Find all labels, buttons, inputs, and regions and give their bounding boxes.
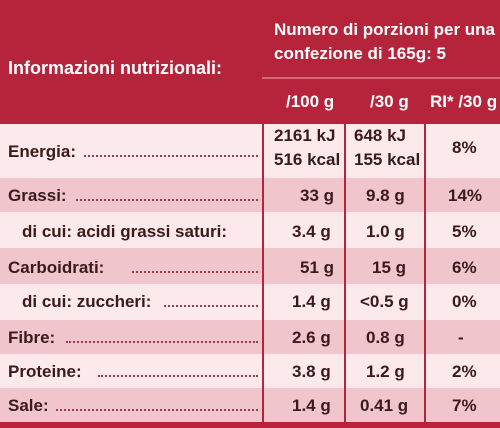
row-bg-sale (0, 388, 500, 422)
leader-dots (98, 375, 258, 377)
carboidrati-per100: 51 g (300, 258, 335, 277)
saturi-per30: 1.0 g (366, 222, 405, 241)
column-header-ri: RI* /30 g (430, 92, 498, 111)
zuccheri-per100: 1.4 g (292, 292, 331, 311)
fibre-ri: - (458, 328, 464, 347)
carboidrati-per30: 15 g (372, 258, 407, 277)
leader-dots (76, 199, 258, 201)
grassi-ri: 14% (448, 186, 483, 205)
grassi-per30: 9.8 g (366, 186, 405, 205)
row-label-sale: Sale: (8, 396, 49, 415)
fibre-per100: 2.6 g (292, 328, 331, 347)
leader-dots (164, 305, 258, 307)
energia-ri: 8% (452, 138, 477, 157)
row-label-zuccheri: di cui: zuccheri: (22, 292, 152, 311)
header-divider (262, 77, 500, 79)
zuccheri-per30: <0.5 g (360, 292, 409, 311)
fibre-per30: 0.8 g (366, 328, 405, 347)
energia-per100-kcal: 516 kcal (274, 150, 341, 169)
grassi-per100: 33 g (300, 186, 335, 205)
table-title: Informazioni nutrizionali: (8, 58, 222, 78)
column-separator-2 (344, 82, 346, 428)
energia-per30-kcal: 155 kcal (354, 150, 421, 169)
row-bg-carboidrati (0, 248, 500, 284)
row-label-grassi: Grassi: (8, 186, 67, 205)
leader-dots (56, 409, 258, 411)
saturi-per100: 3.4 g (292, 222, 331, 241)
sale-per30: 0.41 g (360, 396, 409, 415)
zuccheri-ri: 0% (452, 292, 477, 311)
carboidrati-ri: 6% (452, 258, 477, 277)
row-label-energia: Energia: (8, 142, 77, 161)
column-separator-3 (424, 82, 426, 428)
sale-ri: 7% (452, 396, 477, 415)
column-header-100g: /100 g (286, 92, 335, 111)
portions-line-2: confezione di 165g: 5 (274, 44, 446, 63)
column-header-30g: /30 g (370, 92, 409, 111)
row-bg-zuccheri (0, 284, 500, 320)
leader-dots (132, 271, 258, 273)
proteine-per30: 1.2 g (366, 362, 405, 381)
row-bg-saturi (0, 212, 500, 248)
sale-per100: 1.4 g (292, 396, 331, 415)
row-label-carboidrati: Carboidrati: (8, 258, 105, 277)
row-label-proteine: Proteine: (8, 362, 82, 381)
column-separator-1 (262, 82, 264, 428)
row-label-fibre: Fibre: (8, 328, 56, 347)
proteine-ri: 2% (452, 362, 477, 381)
energia-per100-kj: 2161 kJ (274, 126, 336, 145)
row-bg-fibre (0, 320, 500, 354)
leader-dots (66, 341, 258, 343)
proteine-per100: 3.8 g (292, 362, 331, 381)
row-bg-grassi (0, 178, 500, 212)
saturi-ri: 5% (452, 222, 477, 241)
row-bg-energia (0, 124, 500, 178)
leader-dots (84, 155, 258, 157)
energia-per30-kj: 648 kJ (354, 126, 406, 145)
row-label-saturi: di cui: acidi grassi saturi: (22, 222, 228, 241)
row-bg-proteine (0, 354, 500, 388)
portions-line-1: Numero di porzioni per una (274, 20, 496, 39)
